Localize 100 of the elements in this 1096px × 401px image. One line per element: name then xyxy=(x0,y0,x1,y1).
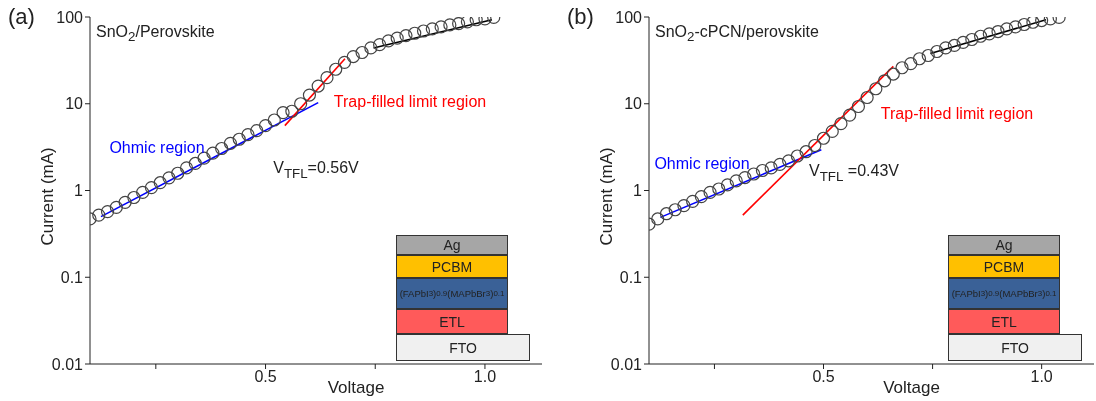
point xyxy=(799,145,813,159)
point xyxy=(651,212,665,226)
annotation: PCBM xyxy=(948,255,1060,278)
point xyxy=(258,119,273,133)
point xyxy=(904,57,918,71)
point xyxy=(869,82,883,96)
annotation: ETL xyxy=(396,309,508,334)
point xyxy=(136,185,150,200)
point xyxy=(1008,20,1023,34)
point xyxy=(399,29,413,43)
point xyxy=(694,190,708,204)
x-axis-title: Voltage xyxy=(883,378,940,397)
x-tick-label: 1.0 xyxy=(473,368,497,386)
point xyxy=(250,124,264,138)
point xyxy=(179,161,194,175)
y-tick-label: 0.1 xyxy=(619,268,643,286)
point xyxy=(452,17,466,31)
y-axis-title: Current (mA) xyxy=(597,147,617,246)
point xyxy=(912,52,927,66)
annotation: V$_{TFL}$=0.56V xyxy=(273,159,359,181)
point xyxy=(720,178,735,192)
y-tick-label: 100 xyxy=(615,8,643,26)
point xyxy=(294,97,308,111)
x-axis-title: Voltage xyxy=(327,378,385,397)
point xyxy=(302,88,317,102)
point xyxy=(973,29,988,43)
point xyxy=(729,174,743,188)
y-tick-label: 10 xyxy=(624,95,643,113)
annotation: ETL xyxy=(948,309,1060,334)
point xyxy=(373,38,387,52)
point xyxy=(982,27,996,41)
annotation: FTO xyxy=(948,334,1082,361)
point xyxy=(790,149,804,163)
point xyxy=(118,195,132,209)
annotation: Trap-filled limit region xyxy=(333,93,487,111)
x-tick-label: 1.0 xyxy=(1030,368,1053,386)
point xyxy=(956,35,970,49)
point xyxy=(930,44,944,59)
y-tick-label: 10 xyxy=(65,95,84,113)
text: (a) xyxy=(8,4,35,30)
point xyxy=(921,48,935,63)
x-tick-label: 0.5 xyxy=(254,368,277,386)
point xyxy=(877,74,892,88)
point xyxy=(939,41,953,55)
point xyxy=(215,141,229,156)
point xyxy=(825,124,839,138)
point xyxy=(834,117,848,131)
point xyxy=(171,166,185,180)
point xyxy=(153,176,167,190)
point xyxy=(443,18,457,32)
point xyxy=(320,71,334,85)
y-tick-label: 0.01 xyxy=(610,355,643,373)
point xyxy=(460,17,474,29)
y-tick-label: 1 xyxy=(633,182,643,200)
text: SnO$_{2}$/Perovskite xyxy=(96,23,215,45)
point xyxy=(390,31,404,45)
point xyxy=(843,108,857,122)
annotation: Trap-filled limit region xyxy=(880,105,1034,123)
annotation: Ag xyxy=(396,235,508,255)
point xyxy=(747,167,761,181)
text: (b) xyxy=(567,4,594,30)
point xyxy=(109,200,123,214)
point xyxy=(267,113,281,127)
point xyxy=(162,171,176,185)
point xyxy=(144,181,159,195)
point xyxy=(895,61,909,75)
point xyxy=(712,182,726,196)
point xyxy=(1000,22,1014,36)
point xyxy=(232,132,246,146)
point xyxy=(381,34,396,48)
point xyxy=(659,207,674,221)
point xyxy=(773,157,787,171)
point xyxy=(92,208,106,222)
point xyxy=(425,22,439,36)
annotation: FTO xyxy=(396,334,530,361)
annotation: Ohmic region xyxy=(654,155,750,173)
annotation: V$_{TFL}$ =0.43V xyxy=(809,162,899,184)
y-tick-label: 0.1 xyxy=(60,268,84,286)
annotation: Ag xyxy=(948,235,1060,255)
point xyxy=(764,161,778,175)
point xyxy=(755,163,770,178)
point xyxy=(947,38,961,53)
point xyxy=(686,194,700,208)
point xyxy=(1017,17,1031,32)
point xyxy=(364,41,378,55)
point xyxy=(434,20,448,34)
point xyxy=(337,55,352,69)
point xyxy=(329,62,343,76)
annotation: PCBM xyxy=(396,255,508,278)
point xyxy=(782,154,796,168)
point xyxy=(346,49,360,64)
x-tick-label: 0.5 xyxy=(812,368,835,386)
y-tick-label: 100 xyxy=(56,8,84,26)
point xyxy=(668,203,682,217)
point xyxy=(311,79,325,93)
point xyxy=(241,128,255,142)
point xyxy=(276,106,290,120)
point xyxy=(677,198,691,213)
text: SnO$_{2}$-cPCN/perovskite xyxy=(655,23,819,45)
point xyxy=(816,131,831,145)
